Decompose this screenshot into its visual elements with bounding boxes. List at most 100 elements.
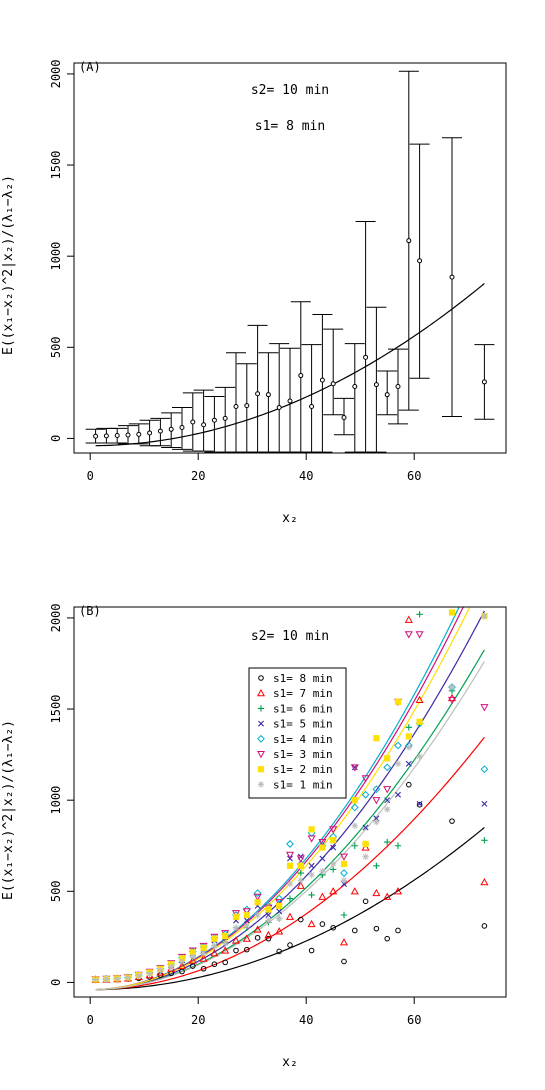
data-point — [481, 800, 488, 807]
data-point — [351, 797, 358, 804]
panel-a-plot-area — [85, 70, 495, 453]
panel-b-y-tick-label: 1000 — [49, 786, 63, 815]
data-point — [416, 611, 423, 618]
legend-label: s1= 6 min — [273, 702, 333, 715]
panel-b-legend: s1= 8 min s1= 7 min s1= 6 min s1= 5 min s1= … — [248, 667, 347, 799]
data-point — [243, 911, 250, 919]
data-point — [352, 927, 358, 934]
data-point — [415, 695, 424, 704]
data-point — [275, 894, 284, 903]
data-point — [190, 963, 196, 969]
panel-a-x-tick-label: 40 — [299, 469, 313, 483]
data-point — [296, 881, 305, 889]
data-point — [449, 818, 455, 824]
data-point — [393, 887, 403, 895]
data-point — [362, 853, 369, 860]
data-point — [254, 934, 261, 941]
data-point — [373, 862, 380, 869]
data-point — [286, 840, 294, 848]
legend-marker — [257, 705, 265, 712]
data-point — [384, 806, 391, 813]
data-point — [201, 422, 207, 428]
panel-b-plot-frame — [73, 606, 507, 998]
data-point — [319, 921, 326, 927]
data-point — [200, 950, 207, 957]
panel-a-annotation-s1: s1= 8 min — [255, 119, 325, 134]
panel-a-y-tick-label: 0 — [49, 435, 63, 442]
data-point — [287, 398, 293, 404]
panel-a-annotation-s2: s2= 10 min — [251, 83, 329, 98]
panel-b-x-tick-label: 60 — [407, 1013, 421, 1027]
data-point — [244, 946, 250, 953]
data-point — [276, 908, 283, 915]
data-point — [179, 424, 185, 430]
data-point — [135, 972, 142, 980]
data-point — [296, 855, 305, 863]
data-point — [341, 414, 347, 420]
data-point — [275, 899, 284, 907]
data-point — [341, 958, 347, 965]
data-point — [394, 760, 402, 767]
data-point — [373, 925, 380, 932]
data-point — [448, 609, 456, 616]
panel-a-x-axis-label: x₂ — [282, 511, 298, 526]
data-point — [319, 844, 326, 851]
data-point — [157, 967, 164, 974]
panel-a: (A) 0 20 40 60 0 500 1000 1500 2000 s2= 10 min s… — [1, 59, 507, 526]
data-point — [395, 791, 401, 798]
data-point — [384, 755, 391, 762]
data-point — [307, 919, 316, 928]
fit-curve — [95, 827, 485, 991]
data-point — [319, 855, 326, 862]
data-point — [200, 965, 207, 972]
data-point — [298, 373, 304, 379]
data-point — [286, 895, 294, 902]
data-point — [253, 889, 262, 898]
panel-a-y-tick-label: 1500 — [49, 151, 63, 180]
data-point — [395, 383, 401, 389]
panel-b-plot-area — [91, 607, 489, 991]
legend-box — [248, 667, 347, 799]
panel-b-y-axis-label: E((x₁−x₂)^2|x₂)/(λ₁−λ₂) — [1, 720, 16, 900]
data-point — [124, 974, 132, 982]
data-point — [232, 913, 240, 920]
data-point — [372, 797, 381, 805]
data-point — [449, 274, 455, 280]
legend-marker — [257, 734, 265, 743]
data-point — [394, 741, 402, 750]
data-point — [254, 911, 261, 919]
data-point — [416, 718, 423, 725]
panel-b-label: (B) — [79, 604, 101, 618]
data-point — [298, 916, 304, 923]
data-point — [307, 835, 316, 843]
legend-marker — [257, 766, 265, 773]
data-point — [222, 932, 229, 940]
data-point — [340, 911, 348, 919]
data-point — [253, 893, 262, 901]
data-point — [136, 431, 142, 437]
panel-b-x-tick-label: 20 — [191, 1013, 205, 1027]
data-point — [394, 698, 402, 705]
data-point — [319, 868, 326, 875]
panel-b-annotation-s2: s2= 10 min — [251, 629, 329, 644]
data-point — [211, 942, 218, 950]
data-point — [340, 877, 348, 884]
data-point — [114, 975, 121, 982]
data-point — [114, 433, 120, 439]
data-point — [406, 238, 412, 244]
data-point — [211, 961, 218, 967]
data-point — [361, 843, 370, 851]
data-point — [330, 860, 337, 868]
data-point — [318, 839, 327, 847]
data-point — [384, 935, 391, 942]
data-point — [415, 631, 424, 639]
legend-label: s1= 2 min — [273, 763, 333, 776]
data-point — [147, 430, 153, 436]
data-point — [200, 944, 207, 951]
data-point — [242, 934, 251, 942]
data-point — [276, 948, 283, 955]
data-point — [146, 970, 153, 977]
data-point — [287, 942, 293, 948]
data-point — [179, 968, 185, 975]
data-point — [405, 724, 412, 731]
